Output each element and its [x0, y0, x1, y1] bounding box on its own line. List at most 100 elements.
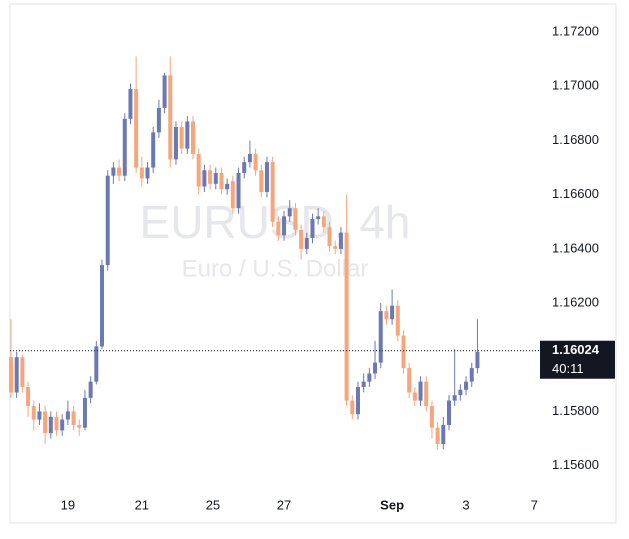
candle-body: [355, 387, 360, 415]
y-tick-label: 1.16600: [552, 186, 599, 201]
candle-body: [236, 172, 241, 209]
candle-body: [452, 395, 457, 401]
candle-body: [373, 362, 378, 374]
candle-body: [293, 208, 298, 230]
candle-body: [213, 172, 218, 184]
candle-body: [230, 181, 235, 209]
candle-body: [264, 162, 269, 192]
candle-body: [94, 346, 99, 382]
y-tick-label: 1.17200: [552, 24, 599, 39]
x-tick-label: 27: [277, 497, 291, 512]
y-tick-label: 1.15600: [552, 457, 599, 472]
y-tick-label: 1.16200: [552, 294, 599, 309]
candle-body: [139, 167, 144, 179]
candle-body: [122, 118, 127, 176]
candle-body: [14, 357, 19, 393]
candle-body: [441, 424, 446, 444]
candle-body: [464, 381, 469, 390]
candle-body: [37, 411, 42, 420]
y-tick-label: 1.15800: [552, 403, 599, 418]
candle-body: [446, 400, 451, 425]
x-tick-label: 25: [206, 497, 220, 512]
candle-body: [418, 381, 423, 401]
candle-body: [401, 335, 406, 369]
watermark-title: EURUSD, 4h: [140, 196, 411, 248]
candle-body: [299, 229, 304, 249]
candle-body: [54, 416, 59, 431]
candle-body: [344, 232, 349, 401]
candle-body: [31, 406, 36, 420]
last-price-label: 1.16024: [552, 342, 600, 357]
candle-body: [350, 400, 355, 415]
candle-body: [435, 427, 440, 444]
watermark-subtitle: Euro / U.S. Dollar: [182, 255, 369, 282]
candle-body: [458, 389, 463, 396]
candle-body: [407, 368, 412, 393]
x-tick-label: Sep: [380, 497, 404, 512]
candle-body: [361, 381, 366, 388]
candle-body: [179, 126, 184, 149]
candle-body: [43, 411, 48, 434]
candle-body: [225, 183, 230, 190]
candle-body: [162, 75, 167, 108]
x-tick-label: 3: [462, 497, 469, 512]
candle-body: [367, 373, 372, 382]
candle-body: [151, 132, 156, 168]
candle-body: [321, 216, 326, 228]
candle-body: [316, 216, 321, 220]
candle-body: [338, 232, 343, 249]
candle-body: [128, 88, 133, 119]
candle-body: [276, 221, 281, 236]
y-tick-label: 1.17000: [552, 78, 599, 93]
x-tick-label: 21: [135, 497, 149, 512]
candle-body: [202, 170, 207, 187]
candle-body: [304, 238, 309, 249]
candle-body: [310, 219, 315, 239]
x-tick-label: 19: [61, 497, 75, 512]
candle-body: [105, 175, 110, 266]
candle-body: [100, 265, 105, 347]
candle-body: [390, 305, 395, 320]
candle-body: [253, 154, 258, 171]
chart-frame: [9, 3, 617, 524]
candle-body: [378, 311, 383, 363]
candle-body: [20, 357, 25, 388]
candle-body: [384, 311, 389, 320]
candle-body: [259, 170, 264, 192]
candle-body: [282, 216, 287, 236]
candle-body: [242, 162, 247, 173]
candle-body: [469, 368, 474, 382]
candle-body: [219, 172, 224, 190]
candle-body: [208, 170, 213, 184]
candle-body: [196, 154, 201, 187]
candle-body: [65, 411, 70, 420]
candle-body: [429, 406, 434, 428]
candle-body: [9, 357, 13, 393]
candle-body: [134, 88, 139, 168]
candle-body: [412, 392, 417, 401]
candle-body: [77, 424, 82, 428]
y-tick-label: 1.16800: [552, 132, 599, 147]
candle-body: [333, 246, 338, 249]
candle-body: [168, 75, 173, 160]
candle-body: [88, 381, 93, 398]
candle-body: [111, 167, 116, 176]
candle-body: [395, 305, 400, 336]
last-price-box: [540, 340, 615, 379]
candle-body: [173, 126, 178, 160]
candle-body: [287, 208, 292, 217]
candle-body: [156, 107, 161, 133]
candle-body: [475, 351, 480, 369]
candle-body: [82, 397, 87, 428]
countdown-label: 40:11: [552, 361, 584, 376]
candle-body: [424, 381, 429, 407]
candle-body: [71, 411, 76, 425]
candle-body: [48, 416, 53, 434]
y-tick-label: 1.16400: [552, 240, 599, 255]
candle-body: [117, 167, 122, 176]
candle-body: [145, 167, 150, 179]
candle-body: [60, 419, 65, 431]
candle-body: [327, 227, 332, 247]
candle-body: [270, 162, 275, 222]
